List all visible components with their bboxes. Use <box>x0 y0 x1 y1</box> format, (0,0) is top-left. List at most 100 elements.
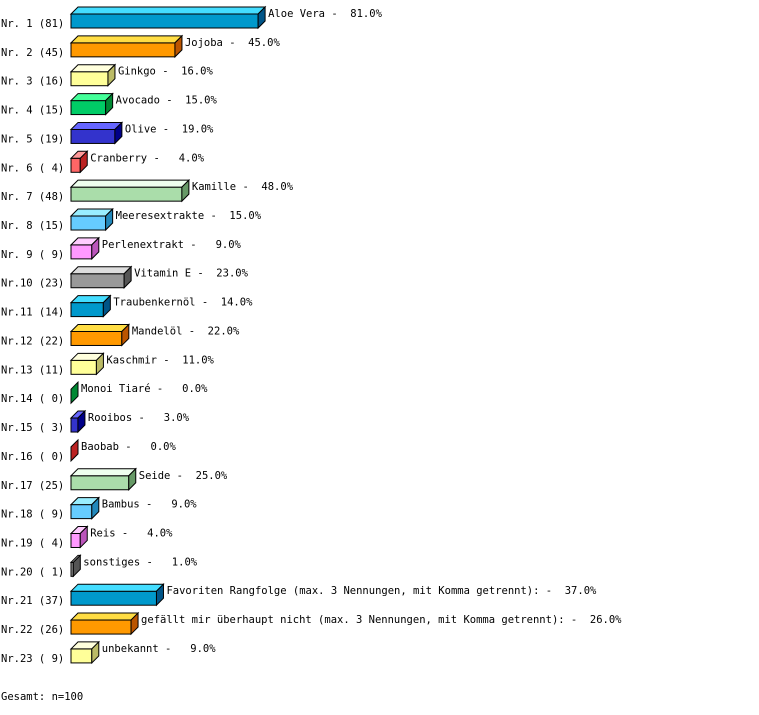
bar-label: Favoriten Rangfolge (max. 3 Nennungen, m… <box>166 585 597 597</box>
bar-side <box>123 265 132 289</box>
bar-front <box>70 186 183 202</box>
bar-side <box>107 63 116 87</box>
bar-front <box>70 215 107 231</box>
row-label: Nr.21 (37) <box>1 595 64 607</box>
bar-side <box>91 236 100 261</box>
bar-top <box>69 6 267 15</box>
bar-front <box>70 273 125 289</box>
bar-label: Ginkgo - 16.0% <box>118 66 214 78</box>
row-label: Nr.22 (26) <box>1 624 64 636</box>
bar-label: Olive - 19.0% <box>125 123 214 135</box>
bar-side <box>105 207 114 232</box>
bar-side <box>91 496 100 520</box>
bar-side <box>121 323 130 347</box>
bar-label: Rooibos - 3.0% <box>88 412 190 424</box>
bar-side <box>155 582 164 607</box>
row-label: Nr. 1 (81) <box>1 18 64 30</box>
row-label: Nr.14 ( 0) <box>1 393 64 405</box>
bar-side <box>95 352 104 376</box>
row-label: Nr. 3 (16) <box>1 76 64 88</box>
row-label: Nr.17 (25) <box>1 480 64 492</box>
bar-top <box>69 468 137 477</box>
bar-side <box>114 121 123 145</box>
bar-label: Mandelöl - 22.0% <box>132 325 240 337</box>
bar-label: Aloe Vera - 81.0% <box>268 8 382 20</box>
bar-label: Perlenextrakt - 9.0% <box>102 239 242 251</box>
bar-label: Baobab - 0.0% <box>81 441 177 453</box>
bar-label: gefällt mir überhaupt nicht (max. 3 Nenn… <box>141 614 622 626</box>
bar-side <box>102 294 111 318</box>
bar-front <box>70 100 107 116</box>
bar-top <box>69 121 124 130</box>
bar-label: Kamille - 48.0% <box>192 181 294 193</box>
bar-side <box>174 34 183 59</box>
bar-side <box>130 611 139 636</box>
bar-front <box>70 619 132 635</box>
bar-front <box>70 475 130 491</box>
row-label: Nr. 8 (15) <box>1 220 64 232</box>
bar-side <box>181 178 190 203</box>
bar-front <box>70 532 81 548</box>
row-label: Nr. 6 ( 4) <box>1 162 64 174</box>
bar-label: Cranberry - 4.0% <box>90 152 204 164</box>
bar-label: Meeresextrakte - 15.0% <box>116 210 262 222</box>
bar-top <box>69 266 133 275</box>
row-label: Nr.18 ( 9) <box>1 509 64 521</box>
row-label: Nr. 2 (45) <box>1 47 64 59</box>
bar-front <box>70 417 79 433</box>
bar-front <box>70 359 97 375</box>
bar-side <box>257 5 266 30</box>
bar-side <box>72 554 81 578</box>
bar-label: Traubenkernöl - 14.0% <box>113 297 253 309</box>
bar-side <box>70 380 79 405</box>
row-label: Nr. 9 ( 9) <box>1 249 64 261</box>
bar-label: Avocado - 15.0% <box>116 95 218 107</box>
row-label: Nr.13 (11) <box>1 364 64 376</box>
row-label: Nr.16 ( 0) <box>1 451 64 463</box>
bar-top <box>69 179 191 188</box>
bar-side <box>77 409 86 434</box>
bar-side <box>105 92 114 116</box>
bar-front <box>70 157 81 173</box>
row-label: Nr.11 (14) <box>1 307 64 319</box>
bar-side <box>128 467 137 491</box>
bar-label: sonstiges - 1.0% <box>83 556 197 568</box>
row-label: Nr.23 ( 9) <box>1 653 64 665</box>
bar-label: unbekannt - 9.0% <box>102 643 216 655</box>
bar-front <box>70 504 93 520</box>
row-label: Nr.19 ( 4) <box>1 537 64 549</box>
bar-front <box>70 71 109 87</box>
bar-front <box>70 244 93 260</box>
row-label: Nr. 7 (48) <box>1 191 64 203</box>
bar-side <box>79 525 88 549</box>
bar-side <box>79 150 88 174</box>
row-label: Nr.20 ( 1) <box>1 566 64 578</box>
bar-front <box>70 13 259 29</box>
bar-front <box>70 648 93 664</box>
bar-label: Jojoba - 45.0% <box>185 37 281 49</box>
total-label: Gesamt: n=100 <box>1 691 84 703</box>
bar-label: Kaschmir - 11.0% <box>106 354 214 366</box>
bar-front <box>70 42 176 58</box>
bar-front <box>70 128 116 144</box>
row-label: Nr.15 ( 3) <box>1 422 64 434</box>
row-label: Nr.10 (23) <box>1 278 64 290</box>
bar-front <box>70 330 123 346</box>
bar-front <box>70 302 104 318</box>
row-label: Nr. 4 (15) <box>1 105 64 117</box>
bar-label: Seide - 25.0% <box>139 470 228 482</box>
bar-label: Reis - 4.0% <box>90 527 173 539</box>
bar-label: Monoi Tiaré - 0.0% <box>81 383 208 395</box>
bar-top <box>69 323 131 332</box>
bar-side <box>91 640 100 665</box>
bar-label: Bambus - 9.0% <box>102 499 198 511</box>
row-label: Nr.12 (22) <box>1 335 64 347</box>
bar-top <box>69 612 140 621</box>
bar-top <box>69 35 184 44</box>
bar-label: Vitamin E - 23.0% <box>134 268 248 280</box>
bar-side <box>70 438 79 463</box>
bar-top <box>69 583 165 592</box>
row-label: Nr. 5 (19) <box>1 133 64 145</box>
bar-front <box>70 590 157 606</box>
